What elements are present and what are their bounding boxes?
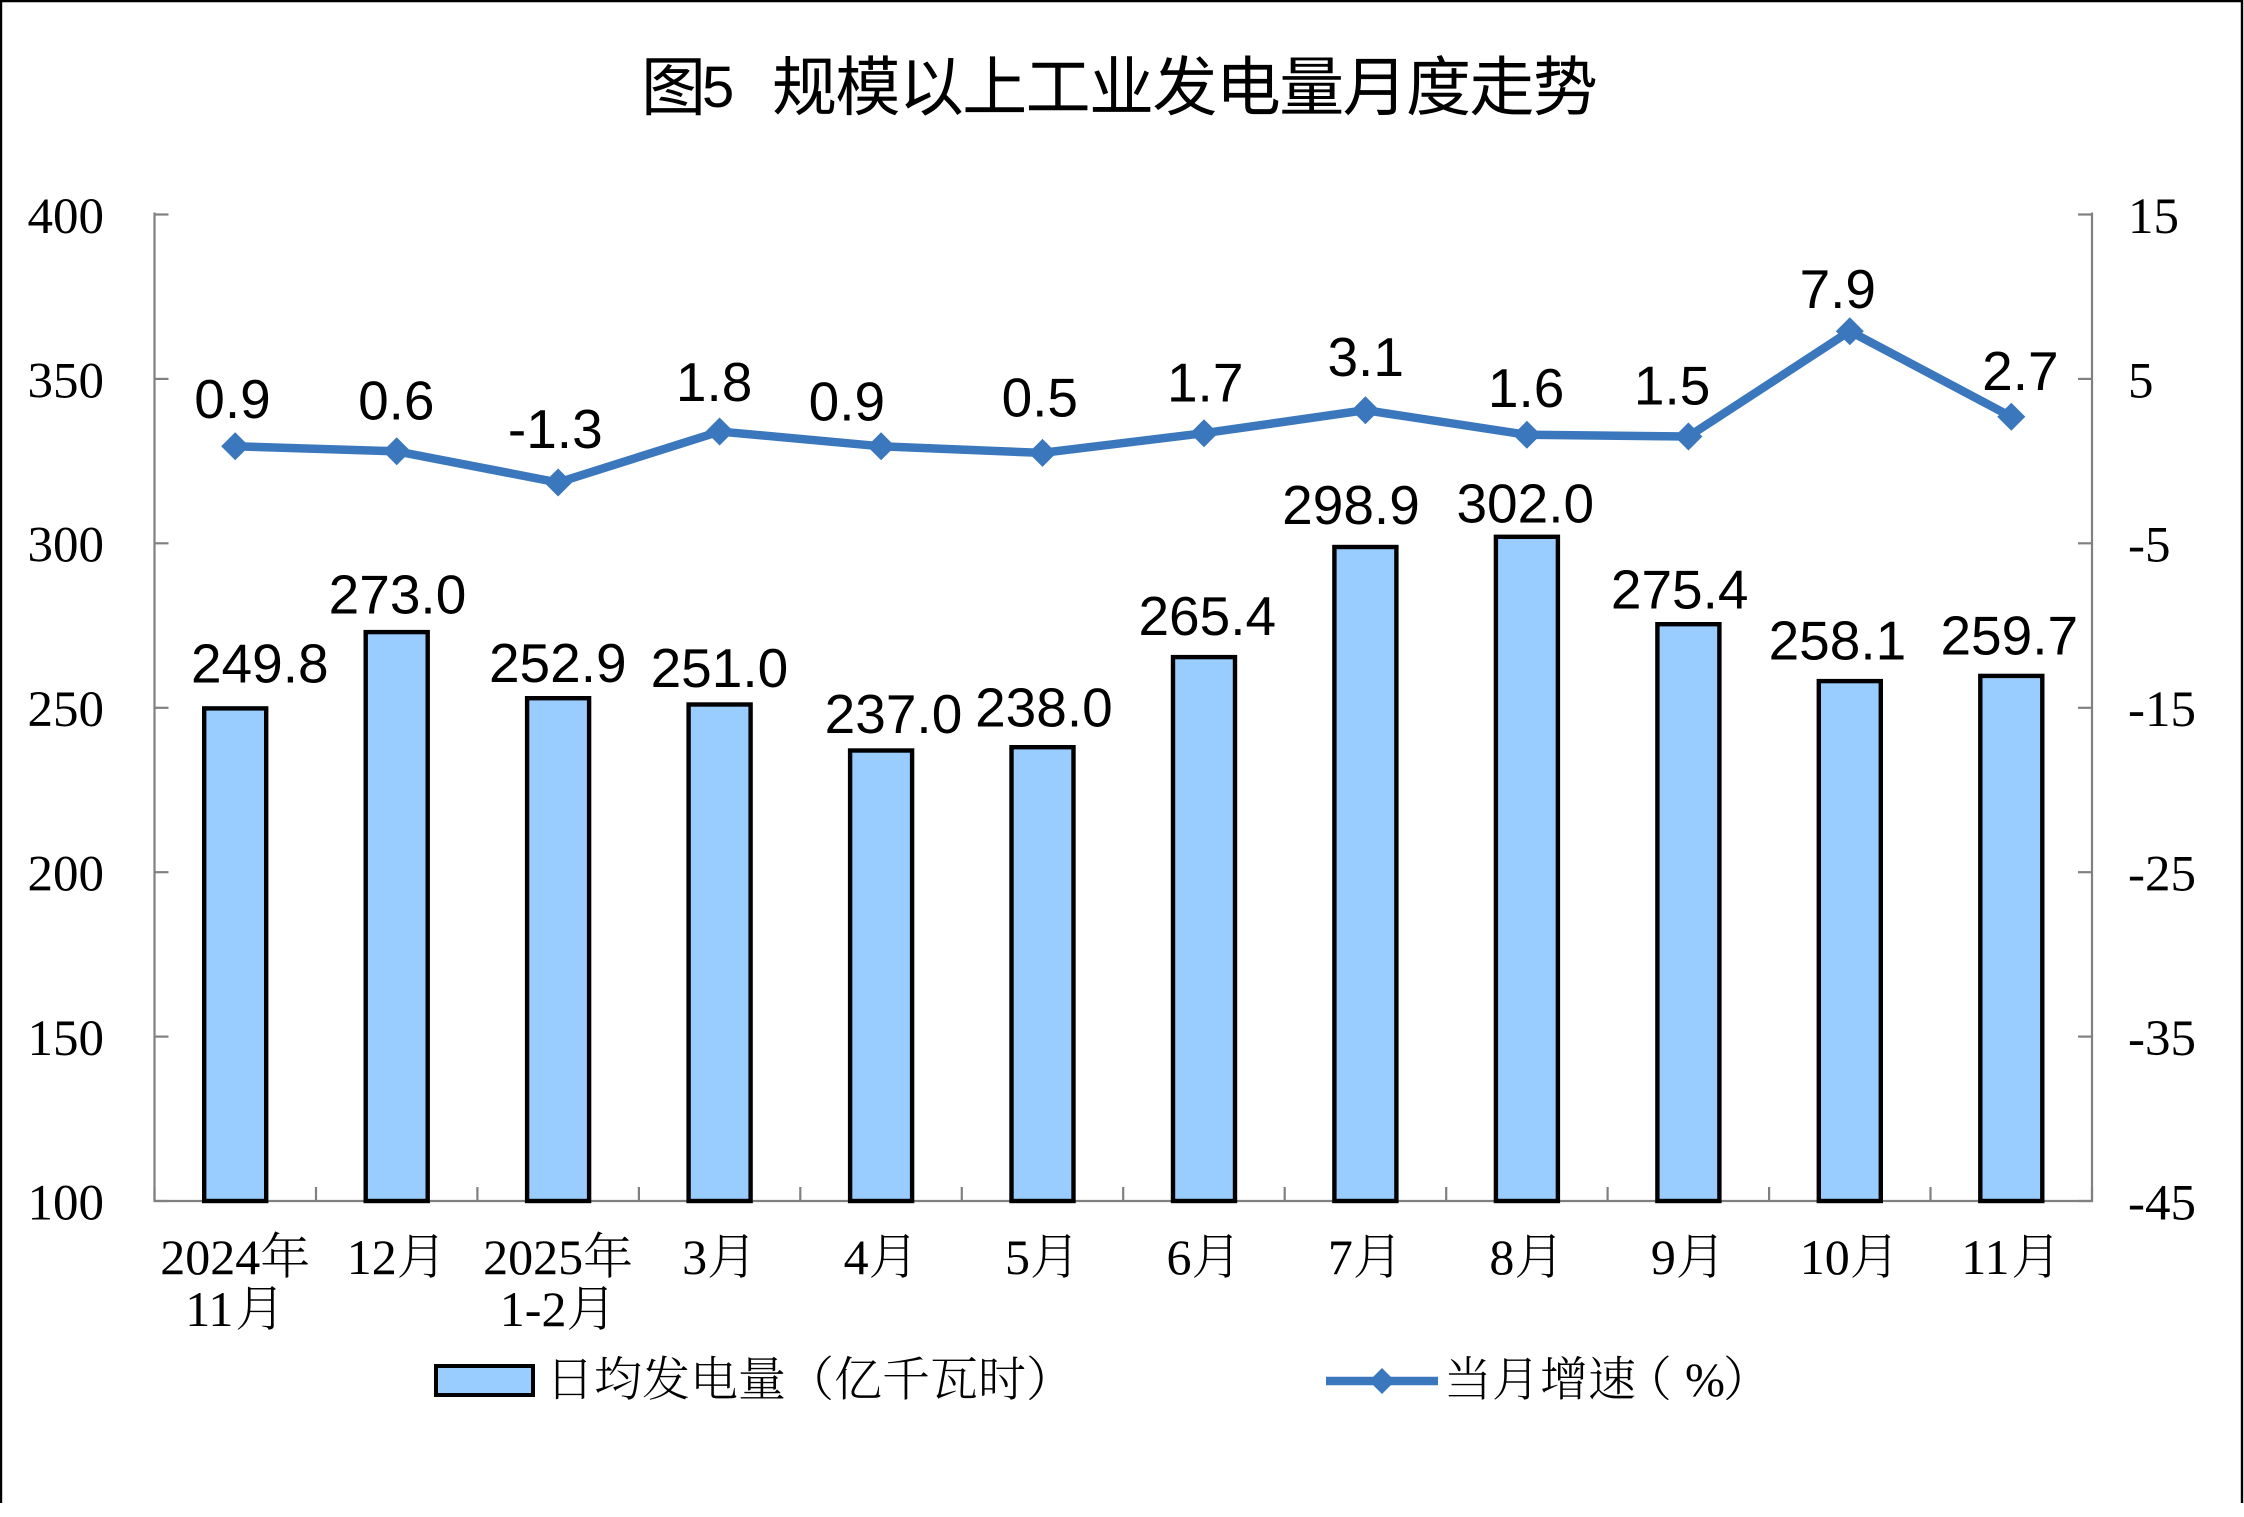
svg-text:3: 3	[682, 1229, 707, 1285]
svg-text:100: 100	[28, 1175, 105, 1231]
svg-text:-25: -25	[2128, 847, 2196, 903]
svg-text:258.1: 258.1	[1769, 609, 1907, 671]
svg-text:5: 5	[702, 55, 734, 120]
svg-text:2025: 2025	[483, 1229, 583, 1285]
svg-text:-5: -5	[2128, 518, 2170, 574]
svg-text:3.1: 3.1	[1327, 326, 1403, 388]
svg-text:2024: 2024	[160, 1229, 260, 1285]
svg-text:1.5: 1.5	[1634, 355, 1710, 417]
svg-text:5: 5	[2128, 353, 2154, 409]
svg-text:249.8: 249.8	[191, 633, 329, 695]
svg-text:%: %	[1685, 1354, 1725, 1407]
svg-text:200: 200	[28, 847, 105, 903]
svg-text:-15: -15	[2128, 682, 2196, 738]
svg-text:4: 4	[844, 1229, 869, 1285]
svg-text:302.0: 302.0	[1456, 472, 1594, 534]
svg-text:2.7: 2.7	[1982, 340, 2058, 402]
svg-text:1-2: 1-2	[500, 1281, 567, 1337]
svg-text:350: 350	[28, 353, 105, 409]
svg-text:250: 250	[28, 682, 105, 738]
svg-text:238.0: 238.0	[975, 676, 1113, 738]
svg-text:6: 6	[1167, 1229, 1192, 1285]
svg-text:237.0: 237.0	[825, 683, 963, 745]
svg-text:11: 11	[185, 1281, 233, 1337]
svg-text:15: 15	[2128, 189, 2179, 245]
svg-text:0.9: 0.9	[809, 371, 885, 433]
svg-text:7.9: 7.9	[1800, 258, 1876, 320]
svg-text:11: 11	[1961, 1229, 2009, 1285]
svg-text:400: 400	[28, 189, 105, 245]
svg-text:300: 300	[28, 518, 105, 574]
svg-text:0.6: 0.6	[358, 370, 434, 432]
svg-text:265.4: 265.4	[1138, 585, 1276, 647]
svg-text:-1.3: -1.3	[508, 398, 603, 460]
svg-text:0.5: 0.5	[1002, 366, 1078, 428]
svg-text:0.9: 0.9	[194, 368, 270, 430]
svg-text:10: 10	[1800, 1229, 1850, 1285]
svg-text:5: 5	[1005, 1229, 1030, 1285]
svg-text:150: 150	[28, 1011, 105, 1067]
svg-text:8: 8	[1489, 1229, 1514, 1285]
svg-text:-35: -35	[2128, 1011, 2196, 1067]
svg-text:1.8: 1.8	[676, 351, 752, 413]
svg-text:1.7: 1.7	[1167, 351, 1243, 413]
svg-text:273.0: 273.0	[329, 564, 467, 626]
svg-text:7: 7	[1328, 1229, 1353, 1285]
svg-text:-45: -45	[2128, 1175, 2196, 1231]
svg-text:259.7: 259.7	[1940, 605, 2078, 667]
svg-text:1.6: 1.6	[1488, 357, 1564, 419]
svg-text:9: 9	[1651, 1229, 1676, 1285]
svg-text:252.9: 252.9	[489, 632, 627, 694]
svg-text:275.4: 275.4	[1611, 559, 1749, 621]
svg-text:12: 12	[347, 1229, 397, 1285]
svg-text:298.9: 298.9	[1282, 474, 1420, 536]
svg-text:251.0: 251.0	[651, 637, 789, 699]
